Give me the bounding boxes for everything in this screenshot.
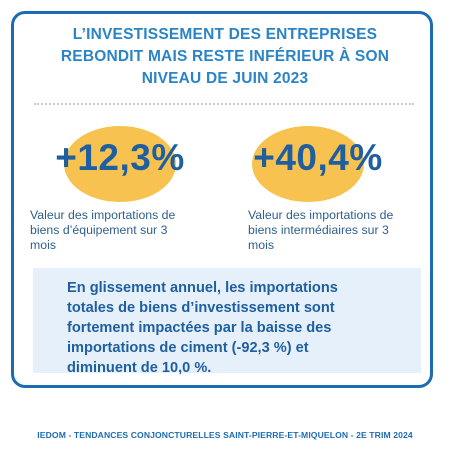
stat-value: +40,4%: [253, 137, 383, 178]
summary-box: En glissement annuel, les importations t…: [33, 268, 421, 376]
stat-label-line: Valeur des importations de: [30, 208, 176, 222]
highlight-blob: [64, 126, 176, 202]
summary-line: fortement impactées par la baisse des: [67, 320, 332, 336]
stat-value: +12,3%: [55, 137, 185, 178]
source-footer: IEDOM - TENDANCES CONJONCTURELLES SAINT-…: [37, 430, 413, 440]
dotted-divider: [34, 103, 414, 105]
summary-line: totales de biens d’investissement sont: [67, 300, 335, 316]
stat-label: Valeur des importations de biens intermé…: [248, 208, 440, 253]
stat-label-line: mois: [248, 238, 274, 252]
stat-label-line: biens d’équipement sur 3: [30, 223, 168, 237]
highlight-blob: [252, 126, 364, 202]
headline: L’INVESTISSEMENT DES ENTREPRISES REBONDI…: [30, 24, 420, 90]
headline-line: NIVEAU DE JUIN 2023: [141, 70, 309, 87]
stat-label-line: Valeur des importations de: [248, 208, 394, 222]
headline-line: L’INVESTISSEMENT DES ENTREPRISES: [72, 26, 378, 43]
stat-intermediate: +40,4% Valeur des importations de biens …: [230, 118, 430, 258]
summary-line: diminuent de 10,0 %.: [67, 360, 212, 376]
stat-equipment: +12,3% Valeur des importations de biens …: [24, 118, 224, 258]
summary-line: importations de ciment (-92,3 %) et: [67, 340, 309, 356]
stat-label: Valeur des importations de biens d’équip…: [30, 208, 222, 253]
headline-line: REBONDIT MAIS RESTE INFÉRIEUR À SON: [60, 48, 390, 65]
stat-label-line: biens intermédiaires sur 3: [248, 223, 389, 237]
summary-line: En glissement annuel, les importations: [67, 280, 338, 296]
summary-text: En glissement annuel, les importations t…: [67, 278, 403, 378]
stat-label-line: mois: [30, 238, 56, 252]
